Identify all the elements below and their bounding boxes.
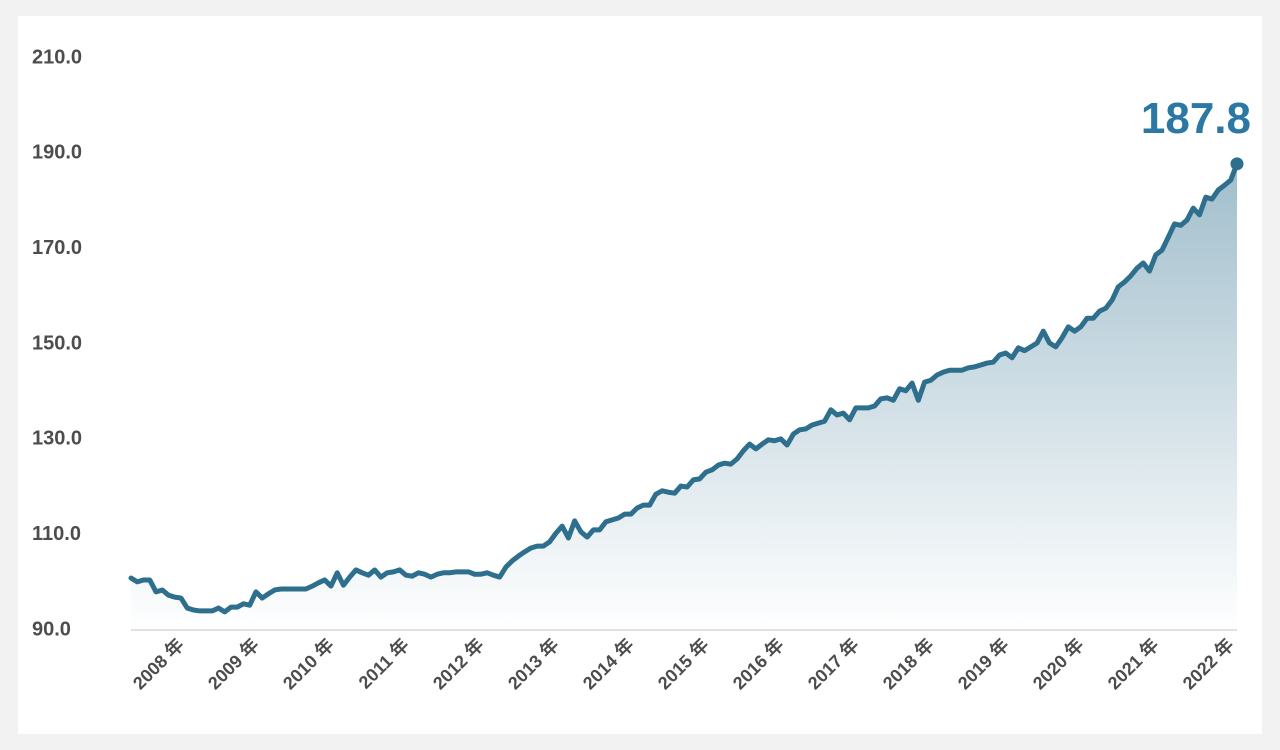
y-tick-label: 150.0 bbox=[32, 332, 82, 354]
end-point bbox=[1230, 157, 1244, 171]
end-value-label: 187.8 bbox=[1141, 94, 1251, 143]
area bbox=[131, 163, 1237, 630]
y-tick-label: 190.0 bbox=[32, 142, 82, 164]
y-tick-label: 90.0 bbox=[32, 618, 71, 640]
line bbox=[128, 161, 1240, 615]
y-tick-label: 130.0 bbox=[32, 428, 82, 450]
y-tick-label: 170.0 bbox=[32, 237, 82, 259]
y-tick-label: 110.0 bbox=[32, 523, 81, 545]
y-tick-label: 210.0 bbox=[32, 46, 82, 68]
